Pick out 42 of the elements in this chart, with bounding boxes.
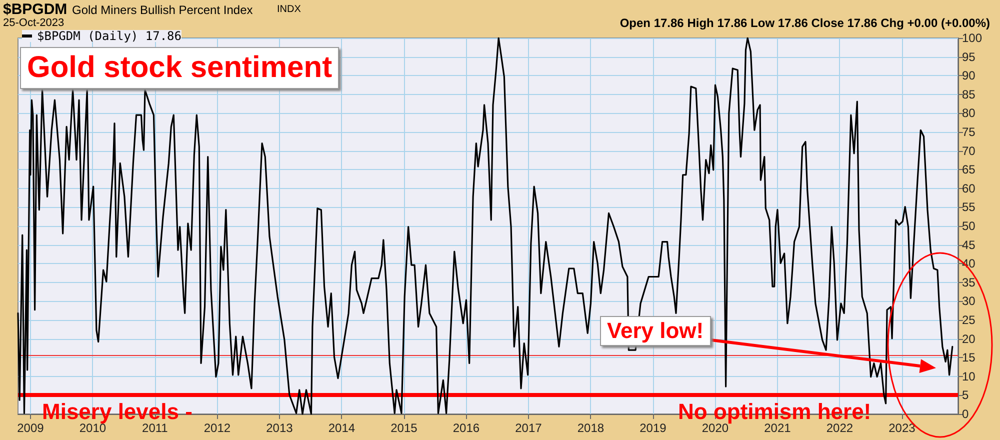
text: 25-Oct-2023: [3, 17, 64, 29]
annotation: Very low!: [600, 316, 711, 346]
text: Gold Miners Bullish Percent Index: [72, 3, 253, 17]
x-tick-label: 2018: [577, 421, 604, 435]
y-tick-label: 75: [962, 125, 976, 139]
y-tick-label: 80: [962, 106, 976, 120]
y-tick-label: 15: [962, 350, 976, 365]
y-tick-label: 25: [962, 313, 976, 327]
y-tick-label: 5: [962, 388, 969, 402]
x-tick-label: 2016: [452, 421, 480, 435]
x-tick-label: 2015: [390, 421, 418, 435]
x-tick-label: 2014: [328, 421, 356, 435]
x-tick-label: 2011: [142, 421, 168, 435]
x-tick-label: 2021: [764, 421, 792, 435]
text: INDX: [277, 4, 301, 15]
x-tick-label: 2019: [640, 421, 667, 435]
y-tick-label: 100: [962, 31, 982, 45]
y-tick-label: 50: [962, 219, 976, 233]
y-tick-label: 65: [962, 162, 976, 177]
y-tick-label: 85: [962, 87, 976, 102]
y-tick-label: 0: [962, 407, 969, 421]
x-tick-label: 2023: [888, 421, 916, 435]
y-tick-label: 35: [962, 275, 976, 290]
x-tick-label: 2020: [702, 421, 729, 435]
y-tick-label: 90: [962, 68, 976, 83]
y-tick-label: 30: [962, 294, 976, 308]
y-tick-label: 70: [962, 144, 976, 158]
y-tick-label: 10: [962, 369, 976, 384]
y-tick-label: 20: [962, 332, 976, 346]
y-tick-label: 55: [962, 200, 976, 214]
chart-title: Gold stock sentiment: [20, 47, 340, 89]
y-tick-label: 45: [962, 238, 976, 252]
x-tick-label: 2012: [204, 421, 231, 435]
text: $BPGDM: [3, 1, 68, 18]
text: Open 17.86 High 17.86 Low 17.86 Close 17.86 Chg +0.00 (+0.00%): [620, 16, 990, 30]
x-tick-label: 2009: [17, 421, 44, 435]
y-tick-label: 95: [962, 50, 976, 64]
x-tick-label: 2017: [515, 421, 542, 435]
x-tick-label: 2013: [266, 421, 294, 435]
x-tick-label: 2022: [826, 421, 854, 435]
y-tick-label: 60: [962, 181, 976, 196]
legend-label: $BPGDM (Daily) 17.86: [37, 29, 182, 43]
